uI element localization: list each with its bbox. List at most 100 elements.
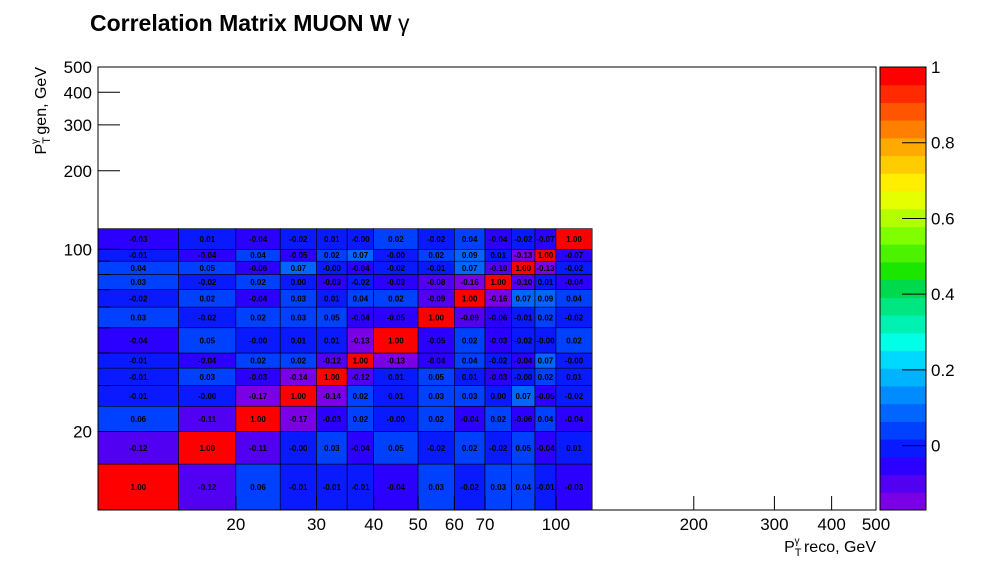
cell-value-label: -0.05 bbox=[289, 251, 308, 260]
heatmap-cell bbox=[316, 327, 348, 354]
cell-value-label: 1.00 bbox=[490, 278, 506, 287]
chart-title: Correlation Matrix MUON W γ bbox=[90, 10, 409, 37]
cell-value-label: 0.01 bbox=[324, 235, 340, 244]
cell-value-label: 1.00 bbox=[131, 483, 147, 492]
cell-value-label: -0.00 bbox=[387, 415, 406, 424]
y-tick-label: 20 bbox=[73, 423, 92, 442]
cell-value-label: -0.09 bbox=[461, 313, 480, 322]
colorbar-tick-label: 1 bbox=[931, 58, 940, 77]
cell-value-label: -0.02 bbox=[198, 313, 217, 322]
colorbar-swatch bbox=[880, 155, 926, 174]
cell-value-label: 0.03 bbox=[462, 392, 478, 401]
heatmap-cell bbox=[555, 463, 593, 511]
cell-value-label: -0.03 bbox=[387, 278, 406, 287]
x-tick-label: 20 bbox=[226, 515, 245, 534]
x-tick-label: 400 bbox=[817, 515, 845, 534]
heatmap-cell bbox=[555, 405, 593, 432]
cell-value-label: -0.01 bbox=[129, 251, 148, 260]
colorbar-swatch bbox=[880, 385, 926, 405]
cell-value-label: -0.02 bbox=[514, 235, 533, 244]
cell-value-label: 0.03 bbox=[490, 483, 506, 492]
cell-value-label: -0.02 bbox=[565, 313, 584, 322]
cell-value-label: -0.14 bbox=[323, 392, 342, 401]
cell-value-label: -0.04 bbox=[351, 264, 370, 273]
cell-value-label: 0.04 bbox=[462, 357, 478, 366]
cell-value-label: -0.05 bbox=[387, 313, 406, 322]
cell-value-label: -0.02 bbox=[565, 392, 584, 401]
cell-value-label: 0.03 bbox=[199, 373, 215, 382]
cell-value-label: -0.00 bbox=[536, 336, 555, 345]
y-axis-title: PTγ gen, GeV bbox=[30, 67, 53, 155]
cell-value-label: 0.04 bbox=[566, 294, 582, 303]
cell-value-label: -0.02 bbox=[129, 294, 148, 303]
cell-value-label: 1.00 bbox=[462, 294, 478, 303]
cell-value-label: 0.03 bbox=[131, 278, 147, 287]
cell-value-label: 0.02 bbox=[428, 415, 444, 424]
colorbar-swatch bbox=[880, 137, 926, 157]
heatmap-cell bbox=[454, 431, 486, 465]
cell-value-label: 0.01 bbox=[388, 373, 404, 382]
cell-value-label: -0.04 bbox=[198, 357, 217, 366]
cell-value-label: 0.02 bbox=[538, 313, 554, 322]
cell-value-label: -0.06 bbox=[489, 313, 508, 322]
cell-value-label: -0.12 bbox=[323, 357, 342, 366]
cell-value-label: -0.04 bbox=[249, 235, 268, 244]
cell-value-label: -0.01 bbox=[129, 392, 148, 401]
heatmap-cell bbox=[97, 463, 179, 511]
cell-value-label: 1.00 bbox=[199, 444, 215, 453]
heatmap-cell bbox=[279, 327, 317, 354]
heatmap-cell bbox=[235, 463, 281, 511]
cell-value-label: 0.03 bbox=[428, 392, 444, 401]
cell-value-label: -0.04 bbox=[351, 444, 370, 453]
cell-value-label: -0.04 bbox=[461, 415, 480, 424]
cell-value-label: 0.02 bbox=[324, 251, 340, 260]
cell-value-label: -0.08 bbox=[427, 278, 446, 287]
x-axis-title: PTγ reco, GeV bbox=[784, 536, 876, 559]
cell-value-label: -0.04 bbox=[387, 483, 406, 492]
cell-value-label: -0.01 bbox=[323, 483, 342, 492]
cell-value-label: -0.09 bbox=[427, 294, 446, 303]
cell-value-label: -0.04 bbox=[565, 278, 584, 287]
cell-value-label: 0.01 bbox=[388, 392, 404, 401]
heatmap-cell bbox=[97, 327, 179, 354]
cell-value-label: -0.00 bbox=[351, 235, 370, 244]
cell-value-label: 0.03 bbox=[291, 294, 307, 303]
cell-value-label: 0.02 bbox=[291, 357, 307, 366]
cell-value-label: -0.16 bbox=[489, 294, 508, 303]
colorbar-swatch bbox=[880, 421, 926, 440]
cell-value-label: 0.03 bbox=[428, 483, 444, 492]
heatmap-cell bbox=[484, 431, 512, 465]
cell-value-label: -0.04 bbox=[351, 313, 370, 322]
cell-value-label: -0.14 bbox=[289, 373, 308, 382]
cell-value-label: 0.01 bbox=[566, 444, 582, 453]
cell-value-label: 0.07 bbox=[291, 264, 307, 273]
cell-value-label: 0.02 bbox=[428, 251, 444, 260]
cell-value-label: -0.02 bbox=[351, 278, 370, 287]
colorbar-swatch bbox=[880, 191, 926, 210]
heatmap-cell bbox=[555, 431, 593, 465]
cell-value-label: 0.05 bbox=[324, 313, 340, 322]
cell-value-label: -0.02 bbox=[387, 264, 406, 273]
cell-value-label: -0.05 bbox=[427, 336, 446, 345]
cell-value-label: -0.04 bbox=[514, 357, 533, 366]
cell-value-label: -0.03 bbox=[323, 278, 342, 287]
heatmap-cell bbox=[484, 327, 512, 354]
cell-value-label: -0.12 bbox=[351, 373, 370, 382]
colorbar-tick-label: 0.2 bbox=[931, 361, 955, 380]
cell-value-label: -0.04 bbox=[427, 357, 446, 366]
cell-value-label: -0.17 bbox=[289, 415, 308, 424]
x-tick-label: 30 bbox=[307, 515, 326, 534]
colorbar-swatch bbox=[880, 332, 926, 352]
heatmap-cell bbox=[454, 463, 486, 511]
cell-value-label: -0.11 bbox=[249, 444, 267, 453]
cell-value-label: 0.06 bbox=[250, 483, 266, 492]
colorbar-swatch bbox=[880, 474, 926, 493]
cell-value-label: 0.04 bbox=[353, 294, 369, 303]
colorbar-swatch bbox=[880, 67, 926, 86]
cell-value-label: 1.00 bbox=[388, 336, 404, 345]
cell-value-label: -0.00 bbox=[323, 264, 342, 273]
cell-value-label: 1.00 bbox=[515, 264, 531, 273]
cell-value-label: 0.02 bbox=[199, 294, 215, 303]
cell-value-label: -0.04 bbox=[565, 415, 584, 424]
x-tick-label: 500 bbox=[862, 515, 890, 534]
